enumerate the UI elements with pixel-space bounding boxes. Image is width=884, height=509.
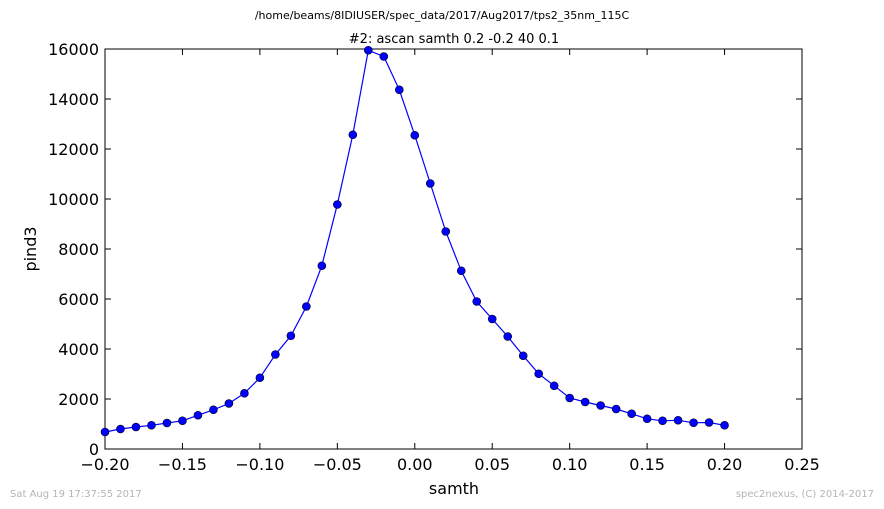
data-point (100, 427, 110, 437)
chart-title: #2: ascan samth 0.2 -0.2 40 0.1 (349, 32, 559, 47)
data-point (348, 130, 358, 140)
data-point (178, 416, 187, 426)
data-point (487, 314, 497, 324)
data-point (689, 418, 698, 428)
data-point (704, 418, 714, 427)
data-point (503, 332, 513, 341)
data-point (627, 409, 636, 419)
x-axis: −0.20 −0.15 −0.10 −0.05 0.00 0.05 0.10 0.15 0.20… (80, 49, 820, 474)
series-line-group (100, 45, 729, 437)
data-point (364, 45, 373, 55)
x-tick-label: 0.25 (784, 455, 820, 474)
footer-credit: spec2nexus, (C) 2014-2017 (735, 489, 874, 500)
data-point (534, 369, 543, 379)
data-point (425, 179, 435, 188)
x-tick-label: −0.20 (80, 455, 129, 474)
x-axis-label: samth (429, 479, 479, 498)
y-axis: 0 2000 4000 6000 8000 10000 12000 14000 16000 (48, 40, 802, 459)
y-axis-label: pind3 (21, 226, 40, 271)
x-tick-label: −0.05 (313, 455, 362, 474)
plot-area (104, 48, 803, 450)
y-tick-label: 10000 (48, 190, 99, 209)
data-point (255, 373, 265, 383)
data-point (302, 302, 311, 311)
y-tick-label: 8000 (58, 240, 99, 259)
data-point (131, 422, 141, 432)
data-point (333, 200, 342, 209)
data-point (193, 410, 203, 420)
data-point (596, 401, 605, 410)
data-point (209, 405, 218, 415)
data-point (240, 388, 249, 398)
x-tick-label: −0.10 (235, 455, 284, 474)
x-tick-label: 0.15 (629, 455, 665, 474)
data-point (549, 381, 559, 391)
data-point (472, 297, 482, 306)
data-point (286, 331, 296, 341)
data-point (673, 415, 683, 425)
data-point (720, 420, 729, 430)
figure-suptitle: /home/beams/8IDIUSER/spec_data/2017/Aug2… (254, 9, 630, 22)
data-point (611, 404, 621, 414)
y-tick-label: 14000 (48, 90, 99, 109)
data-point (317, 261, 327, 271)
y-tick-label: 4000 (58, 340, 99, 359)
x-tick-label: 0.00 (397, 455, 433, 474)
data-point (518, 351, 528, 361)
data-point (147, 420, 156, 430)
x-tick-label: 0.10 (552, 455, 588, 474)
y-tick-label: 16000 (48, 40, 99, 59)
x-tick-label: 0.05 (474, 455, 510, 474)
data-point (116, 424, 125, 434)
x-tick-label: −0.15 (158, 455, 207, 474)
data-point (271, 350, 280, 359)
footer-timestamp: Sat Aug 19 17:37:55 2017 (10, 489, 142, 500)
data-point (642, 414, 652, 424)
y-tick-label: 2000 (58, 390, 99, 409)
y-tick-label: 0 (89, 440, 99, 459)
data-point (456, 266, 466, 276)
data-point (565, 393, 574, 403)
data-point (658, 416, 667, 426)
data-point (379, 52, 389, 61)
data-point (441, 227, 451, 236)
data-point (224, 399, 234, 408)
data-point (394, 85, 404, 95)
data-point (162, 418, 172, 428)
y-tick-label: 6000 (58, 290, 99, 309)
data-point (580, 397, 590, 407)
y-tick-label: 12000 (48, 140, 99, 159)
data-point (410, 130, 420, 140)
x-tick-label: 0.20 (707, 455, 743, 474)
